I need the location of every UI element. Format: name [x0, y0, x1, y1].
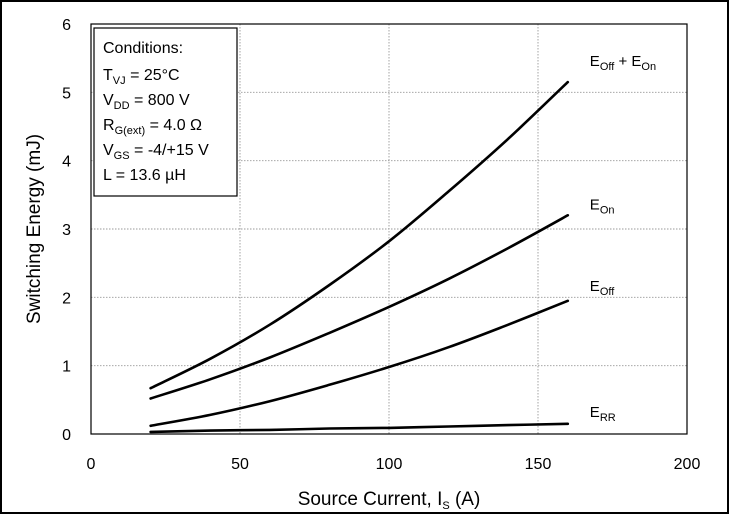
- x-tick-label: 0: [87, 456, 96, 473]
- conditions-line: RG(ext) = 4.0 Ω: [103, 117, 202, 137]
- y-tick-label: 1: [62, 359, 71, 376]
- tick-labels: 0 50 100 150 200 0 1 2 3 4 5 6: [62, 17, 700, 473]
- series-eon-label: EOn: [590, 196, 615, 216]
- y-tick-label: 4: [62, 154, 71, 171]
- series-eoff-line: [149, 299, 570, 428]
- conditions-line: VGS = -4/+15 V: [103, 142, 209, 162]
- conditions-box: Conditions: TVJ = 25°C VDD = 800 V RG(ext)…: [93, 27, 238, 197]
- series-eoff-plus-eon-label: EOff + EOn: [590, 53, 656, 73]
- series-err-line: [149, 422, 570, 434]
- y-tick-label: 3: [62, 222, 71, 239]
- series-eoff-plus-eon-line: [149, 80, 570, 390]
- x-axis-title: Source Current, IS (A): [298, 489, 481, 512]
- series-curves: [149, 80, 570, 434]
- y-tick-label: 0: [62, 427, 71, 444]
- plot-area: [90, 23, 688, 435]
- y-tick-label: 2: [62, 290, 71, 307]
- x-tick-label: 200: [674, 456, 701, 473]
- x-tick-label: 150: [525, 456, 552, 473]
- y-tick-label: 6: [62, 17, 71, 34]
- x-tick-label: 100: [376, 456, 403, 473]
- series-err-label: ERR: [590, 404, 616, 424]
- series-labels: EOff + EOn EOn EOff ERR: [590, 53, 656, 424]
- series-eon-line: [149, 214, 570, 400]
- conditions-title: Conditions:: [103, 40, 183, 57]
- x-tick-label: 50: [231, 456, 249, 473]
- conditions-line: L = 13.6 µH: [103, 167, 186, 184]
- series-eoff-label: EOff: [590, 278, 615, 298]
- conditions-line: TVJ = 25°C: [103, 67, 180, 87]
- y-tick-label: 5: [62, 85, 71, 102]
- conditions-box-border: [93, 27, 238, 197]
- y-axis-title: Switching Energy (mJ): [24, 134, 45, 324]
- conditions-line: VDD = 800 V: [103, 92, 190, 112]
- conditions-lines: TVJ = 25°C VDD = 800 V RG(ext) = 4.0 Ω VGS …: [103, 67, 209, 184]
